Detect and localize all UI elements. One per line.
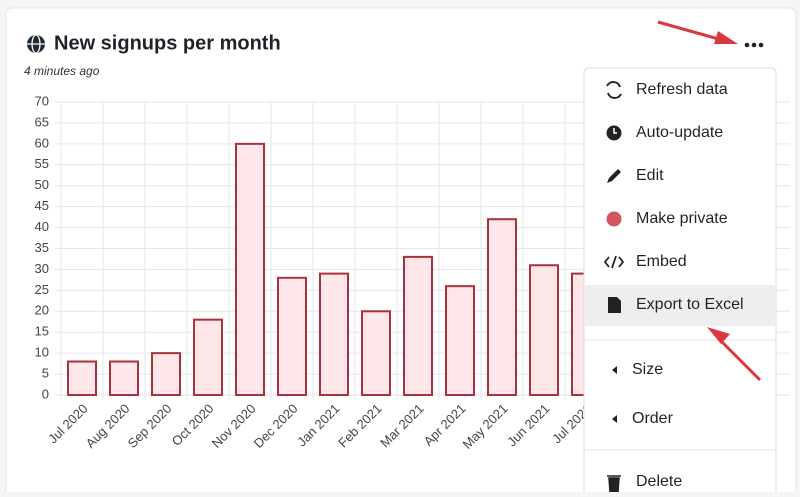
y-tick-label: 15: [35, 324, 49, 339]
bar: [445, 285, 475, 396]
y-tick-label: 35: [35, 240, 49, 255]
card-subtitle: 4 minutes ago: [24, 64, 100, 78]
annotation-arrows: [657, 20, 762, 382]
menu-item[interactable]: Size: [632, 361, 663, 378]
menu-panel: [583, 67, 777, 497]
menu-item[interactable]: Make private: [636, 210, 728, 227]
bar: [277, 276, 307, 396]
y-tick-label: 30: [35, 261, 49, 276]
y-tick-label: 0: [42, 386, 49, 401]
y-tick-label: 5: [42, 366, 49, 381]
bar: [109, 360, 139, 396]
bar: [319, 272, 349, 396]
menu-item[interactable]: Embed: [636, 253, 687, 270]
y-tick-label: 45: [35, 198, 49, 213]
menu-items: Refresh data Auto-update Edit Make private E…: [632, 81, 744, 490]
menu-item[interactable]: Export to Excel: [636, 296, 744, 313]
bar: [403, 255, 433, 396]
menu-item[interactable]: Order: [632, 410, 674, 427]
bar: [487, 218, 517, 396]
bar: [235, 142, 265, 396]
card-title: New signups per month: [54, 32, 281, 54]
menu-icons: [603, 81, 625, 493]
menu-item[interactable]: Refresh data: [636, 81, 728, 98]
dropdown-menu: Refresh data Auto-update Edit Make private E…: [583, 67, 777, 497]
y-tick-label: 55: [35, 156, 49, 171]
more-button[interactable]: [744, 42, 764, 48]
y-tick-label: 20: [35, 303, 49, 318]
bar: [67, 360, 97, 396]
y-tick-label: 60: [35, 135, 49, 150]
menu-item[interactable]: Edit: [636, 167, 664, 184]
bar: [361, 310, 391, 396]
menu-item[interactable]: Delete: [636, 473, 682, 490]
y-tick-label: 40: [35, 219, 49, 234]
y-tick-label: 25: [35, 282, 49, 297]
y-tick-label: 10: [35, 345, 49, 360]
y-tick-label: 70: [35, 93, 49, 108]
bar: [151, 352, 181, 396]
menu-item[interactable]: Auto-update: [636, 124, 723, 141]
y-tick-label: 50: [35, 177, 49, 192]
bar: [529, 264, 559, 396]
y-tick-label: 65: [35, 114, 49, 129]
globe-icon: [27, 34, 45, 54]
bar: [193, 318, 223, 396]
